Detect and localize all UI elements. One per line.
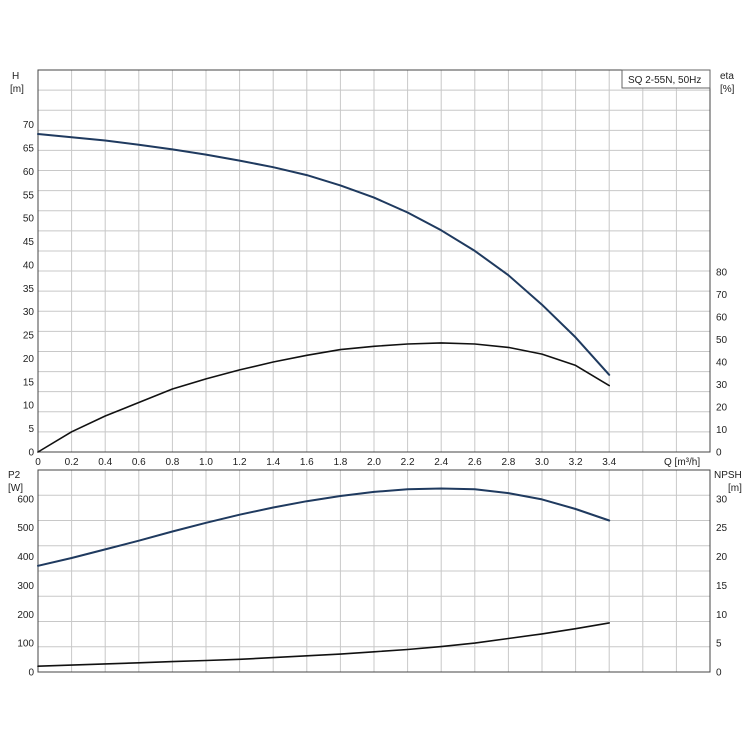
y-right-label-unit: [%] [720,84,735,95]
y-left-tick-label: 45 [23,237,35,248]
y-left-tick-label: 55 [23,190,35,201]
y-left-tick-label: 500 [17,523,34,534]
x-tick-label: 1.4 [266,457,280,468]
p2-label-unit: [W] [8,483,23,494]
y-left-tick-label: 100 [17,639,34,650]
top-grid [38,70,710,452]
y-left-tick-label: 10 [23,401,35,412]
y-left-tick-label: 200 [17,610,34,621]
y-right-tick-label: 10 [716,610,728,621]
y-right-tick-label: 5 [716,639,722,650]
x-tick-label: 2.8 [501,457,515,468]
x-tick-label: 3.0 [535,457,549,468]
top-series-0-line [37,133,611,376]
y-right-tick-label: 50 [716,335,728,346]
top-series-1-line [37,342,610,453]
x-tick-label: 1.2 [233,457,247,468]
chart-title: SQ 2-55N, 50Hz [628,75,701,86]
y-right-tick-label: 60 [716,313,728,324]
y-right-tick-label: 20 [716,403,728,414]
y-right-tick-label: 10 [716,425,728,436]
npsh-label-unit: [m] [728,483,742,494]
y-right-label-top: eta [720,71,734,82]
y-left-tick-label: 65 [23,144,35,155]
y-right-tick-label: 80 [716,268,728,279]
y-right-tick-label: 40 [716,358,728,369]
p2-label-top: P2 [8,470,21,481]
y-left-tick-label: 60 [23,167,35,178]
top-series-group [37,133,611,453]
x-tick-label: 1.6 [300,457,314,468]
bottom-panel: 0 100 200 300 400 500 600 0 5 10 15 20 25 30 P2 [W] N… [8,469,742,679]
y-left-tick-label: 5 [28,424,34,435]
x-tick-label: 0.6 [132,457,146,468]
top-ticks: 0 0.2 0.4 0.6 0.8 1.0 1.2 1.4 1.6 1.8 2.0 2.2 2.4 2.6… [23,120,728,468]
y-right-tick-label: 0 [716,448,722,459]
title-box [621,69,711,89]
bottom-plot-frame [37,469,711,673]
y-left-tick-label: 15 [23,377,35,388]
y-right-tick-label: 20 [716,552,728,563]
npsh-label-top: NPSH [714,470,742,481]
bottom-grid [38,470,710,672]
x-tick-label: 2.4 [434,457,448,468]
y-left-tick-label: 300 [17,581,34,592]
x-tick-label: 3.2 [569,457,583,468]
y-left-tick-label: 0 [28,448,34,459]
y-right-tick-label: 70 [716,290,728,301]
x-tick-label: 3.4 [602,457,616,468]
x-tick-label: 0 [35,457,41,468]
y-left-tick-label: 0 [28,668,34,679]
y-left-tick-label: 30 [23,307,35,318]
y-left-tick-label: 70 [23,120,35,131]
y-left-tick-label: 35 [23,284,35,295]
y-right-tick-label: 15 [716,581,728,592]
bottom-ticks: 0 100 200 300 400 500 600 0 5 10 15 20 25 30 [17,494,727,678]
y-left-tick-label: 20 [23,354,35,365]
x-tick-label: 2.2 [401,457,415,468]
top-panel: 0 0.2 0.4 0.6 0.8 1.0 1.2 1.4 1.6 1.8 2.0 2.2 2.4 2.6… [10,69,735,468]
y-left-tick-label: 25 [23,331,35,342]
y-right-tick-label: 0 [716,668,722,679]
y-left-tick-label: 400 [17,552,34,563]
y-right-tick-label: 30 [716,380,728,391]
y-left-label-unit: [m] [10,84,24,95]
y-right-tick-label: 30 [716,494,728,505]
bottom-series-0-line [37,487,611,567]
x-tick-label: 2.0 [367,457,381,468]
x-tick-label: 1.0 [199,457,213,468]
x-tick-label: 0.2 [65,457,79,468]
x-tick-label: 0.4 [98,457,112,468]
x-tick-label: 1.8 [333,457,347,468]
x-tick-label: 2.6 [468,457,482,468]
bottom-series-1-line [37,622,610,667]
x-tick-label: 0.8 [165,457,179,468]
y-left-tick-label: 50 [23,214,35,225]
y-left-tick-label: 40 [23,260,35,271]
bottom-series-group [37,487,611,667]
x-axis-label: Q [m³/h] [664,457,700,468]
y-right-tick-label: 25 [716,523,728,534]
y-left-tick-label: 600 [17,494,34,505]
y-left-label-top: H [12,71,19,82]
top-plot-frame [37,69,711,453]
